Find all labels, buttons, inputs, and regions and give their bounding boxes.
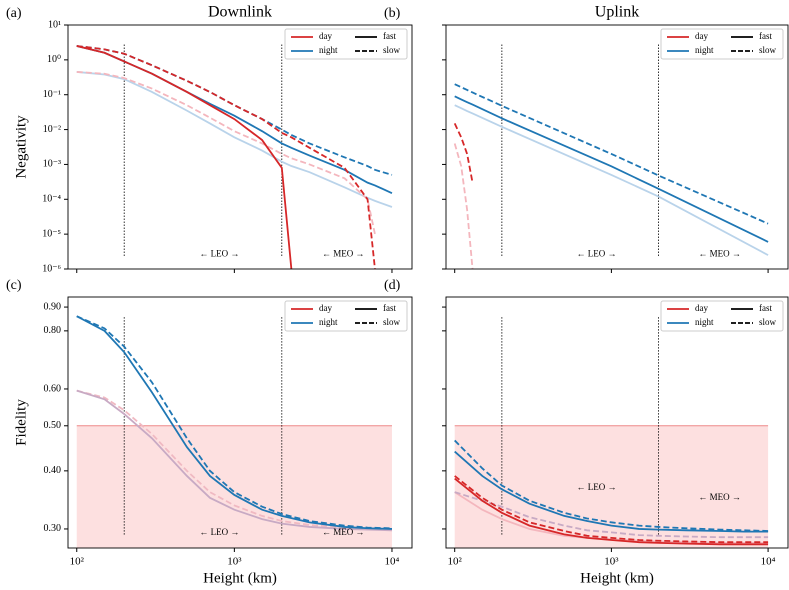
region-label: ← MEO →: [698, 248, 741, 258]
region-label: ← MEO →: [322, 248, 365, 258]
y-tick-label: 10⁻¹: [43, 89, 61, 100]
series-line: [454, 95, 769, 243]
legend-label: slow: [383, 45, 401, 55]
y-tick-label: 10⁰: [47, 54, 61, 65]
series-line: [453, 123, 474, 183]
y-tick-label: 0.90: [44, 301, 62, 312]
legend-label: night: [319, 45, 338, 55]
series-line: [76, 389, 392, 532]
y-tick-label: 0.40: [44, 465, 62, 476]
x-tick-label: 10³: [227, 556, 242, 568]
series-line: [76, 315, 392, 530]
legend-label: slow: [759, 45, 777, 55]
x-tick-label: 10²: [448, 556, 463, 568]
legend-label: fast: [383, 303, 396, 313]
plot-area: [454, 317, 769, 548]
x-axis-label: Height (km): [203, 570, 277, 586]
series-line: [454, 475, 769, 544]
plot-area: [453, 44, 769, 269]
panel-label: (a): [6, 6, 22, 21]
x-tick-label: 10³: [604, 556, 619, 568]
y-tick-label: 10⁻⁶: [42, 263, 61, 274]
y-tick-label: 10⁻⁴: [42, 194, 61, 205]
y-axis-label: Fidelity: [13, 399, 29, 446]
legend-label: night: [695, 45, 714, 55]
series-line: [454, 477, 769, 546]
legend-label: day: [319, 31, 332, 41]
series-line: [453, 143, 474, 269]
plot-area: [76, 44, 393, 269]
series-line: [76, 71, 393, 208]
panel-label: (d): [384, 278, 401, 293]
legend-label: night: [695, 317, 714, 327]
y-tick-label: 0.30: [44, 523, 62, 534]
panel: ← LEO → ← MEO → (b) Uplink day night fast slow: [384, 4, 789, 273]
panel-label: (b): [384, 6, 401, 21]
series-line: [454, 450, 769, 533]
legend-label: day: [695, 31, 708, 41]
y-tick-label: 10⁻²: [43, 124, 61, 135]
legend-label: fast: [383, 31, 396, 41]
panel-label: (c): [6, 278, 22, 293]
x-tick-label: 10²: [70, 556, 85, 568]
series-line: [454, 491, 769, 539]
legend-label: slow: [759, 317, 777, 327]
legend-label: fast: [759, 303, 772, 313]
legend-label: night: [319, 317, 338, 327]
legend-label: day: [695, 303, 708, 313]
axes-frame: [445, 24, 789, 270]
legend-label: slow: [383, 317, 401, 327]
series-line: [454, 104, 769, 256]
panel: ← LEO → ← MEO → 10² 10³ 10⁴ (d) Height (km) day…: [384, 278, 789, 586]
region-label: ← LEO →: [199, 527, 239, 537]
panel-title: Uplink: [595, 4, 639, 21]
panel: ← LEO → ← MEO → 10¹ 10⁰ 10⁻¹ 10⁻² 10⁻³ 10⁻⁴ 10⁻⁵…: [6, 4, 413, 274]
y-tick-label: 0.80: [44, 325, 62, 336]
series-line: [76, 315, 392, 530]
y-tick-label: 0.50: [44, 420, 62, 431]
panel: ← LEO → ← MEO → 10² 10³ 10⁴ 0.30 0.40 0.50 0.60 0…: [6, 278, 413, 586]
axes-frame: [67, 296, 413, 549]
legend-label: day: [319, 303, 332, 313]
x-axis-label: Height (km): [580, 570, 654, 586]
y-tick-label: 10⁻⁵: [42, 228, 61, 239]
threshold-region: [454, 425, 769, 548]
region-label: ← MEO →: [698, 492, 741, 502]
legend-label: fast: [759, 31, 772, 41]
y-tick-label: 10¹: [48, 19, 61, 30]
plot-area: [76, 315, 392, 548]
series-line: [76, 45, 376, 269]
y-tick-label: 0.60: [44, 383, 62, 394]
y-axis-label: Negativity: [13, 115, 29, 179]
panel-title: Downlink: [208, 4, 272, 21]
x-tick-label: 10⁴: [761, 556, 776, 568]
x-tick-label: 10⁴: [385, 556, 400, 568]
axes-frame: [67, 24, 413, 270]
region-label: ← LEO →: [576, 482, 616, 492]
region-label: ← MEO →: [322, 527, 365, 537]
y-tick-label: 10⁻³: [43, 159, 61, 170]
series-line: [76, 45, 293, 269]
series-line: [454, 439, 769, 532]
region-label: ← LEO →: [576, 248, 616, 258]
region-label: ← LEO →: [199, 248, 239, 258]
series-line: [76, 71, 376, 235]
axes-frame: [445, 296, 789, 549]
